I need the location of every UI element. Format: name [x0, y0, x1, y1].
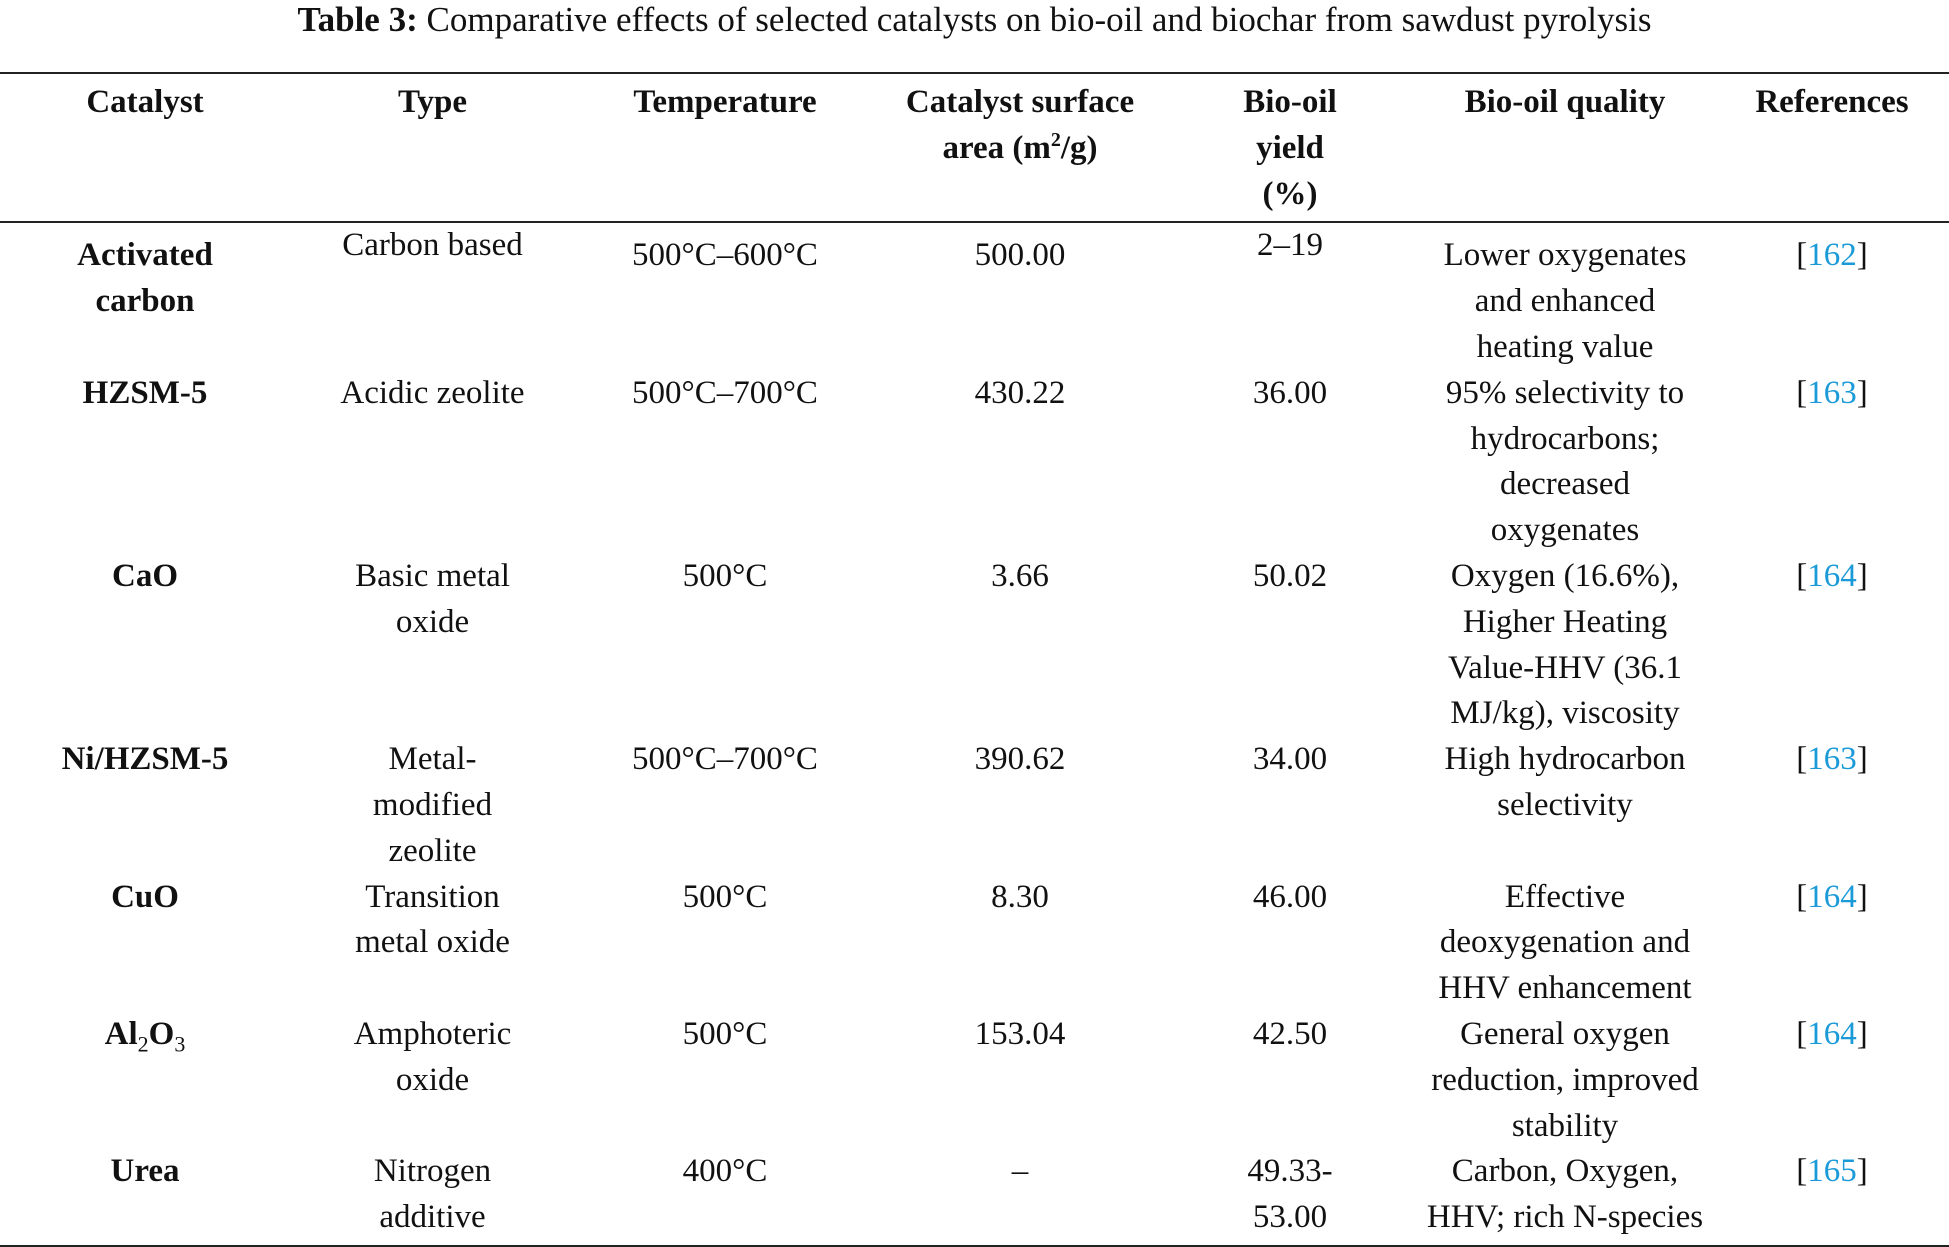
cell-quality: Lower oxygenates and enhanced heating va… — [1443, 237, 1687, 365]
formula-subscript: 3 — [174, 1031, 186, 1057]
cell-temperature: 500°C–700°C — [632, 741, 818, 778]
cell-reference: [164] — [1796, 878, 1868, 915]
cell-reference: [164] — [1796, 557, 1868, 594]
cell-reference: [163] — [1796, 374, 1868, 411]
cell-surface-area: 430.22 — [974, 374, 1066, 411]
cell-quality: 95% selectivity to hydrocarbons; decreas… — [1445, 374, 1685, 549]
cell-reference: [163] — [1796, 741, 1868, 778]
reference-link[interactable]: 164 — [1807, 557, 1857, 594]
header-area-sup: 2 — [1050, 128, 1061, 151]
cell-surface-area: 390.62 — [974, 741, 1066, 778]
formula-element: Al — [104, 1015, 138, 1052]
catalyst-table: Catalyst Type Temperature Catalyst surfa… — [0, 72, 1949, 1247]
formula-subscript: 2 — [137, 1031, 149, 1057]
table-row: CaO Basic metal oxide 500°C 3.66 50.02 Oxygen… — [0, 554, 1949, 737]
header-row: Catalyst Type Temperature Catalyst surfa… — [0, 73, 1949, 223]
cell-surface-area: 153.04 — [974, 1015, 1066, 1052]
header-temperature: Temperature — [633, 84, 817, 120]
reference-link[interactable]: 163 — [1807, 741, 1857, 778]
reference-link[interactable]: 164 — [1807, 1015, 1857, 1052]
cell-type: Metal-modified zeolite — [372, 741, 493, 869]
cell-type: Basic metal oxide — [355, 557, 510, 640]
cell-surface-area: 500.00 — [974, 237, 1066, 274]
cell-yield: 34.00 — [1252, 741, 1328, 778]
header-area-text: Catalyst surface area (m — [905, 84, 1135, 166]
cell-catalyst: Ni/HZSM-5 — [61, 741, 229, 778]
cell-yield: 46.00 — [1252, 878, 1328, 915]
header-references: References — [1755, 84, 1909, 120]
header-surface-area: Catalyst surface area (m2/g) — [875, 73, 1165, 222]
header-yield: Bio-oil yield (%) — [1243, 84, 1337, 212]
cell-surface-area: – — [1011, 1153, 1029, 1190]
cell-yield: 42.50 — [1252, 1015, 1328, 1052]
cell-surface-area: 8.30 — [991, 878, 1049, 915]
header-area-unit: /g) — [1060, 129, 1098, 166]
cell-temperature: 500°C–600°C — [632, 237, 818, 274]
table-row: Urea Nitrogen additive 400°C – 49.33-53.00 Ca… — [0, 1149, 1949, 1246]
cell-temperature: 500°C–700°C — [632, 374, 818, 411]
table-row: CuO Transition metal oxide 500°C 8.30 46.00 E… — [0, 875, 1949, 1012]
cell-type: Transition metal oxide — [355, 878, 510, 961]
cell-catalyst: CuO — [111, 878, 179, 915]
cell-catalyst: Activated carbon — [77, 237, 213, 320]
cell-catalyst: CaO — [112, 557, 178, 594]
cell-type: Carbon based — [342, 227, 523, 264]
cell-reference: [164] — [1796, 1015, 1868, 1052]
cell-temperature: 500°C — [682, 878, 768, 915]
header-type: Type — [397, 84, 468, 120]
cell-type: Nitrogen additive — [373, 1153, 492, 1236]
cell-temperature: 500°C — [682, 557, 768, 594]
cell-yield: 36.00 — [1252, 374, 1328, 411]
reference-link[interactable]: 163 — [1807, 374, 1857, 411]
cell-reference: [165] — [1796, 1153, 1868, 1190]
cell-quality: High hydrocarbon selectivity — [1444, 741, 1686, 823]
cell-surface-area: 3.66 — [991, 557, 1049, 594]
table-row: Ni/HZSM-5 Metal-modified zeolite 500°C–700… — [0, 737, 1949, 874]
cell-temperature: 400°C — [682, 1153, 768, 1190]
header-catalyst: Catalyst — [86, 84, 204, 120]
table-caption: Table 3: Comparative effects of selected… — [0, 0, 1949, 40]
caption-label: Table 3: — [297, 0, 418, 39]
table-row: Activated carbon Carbon based 500°C–600°C 5… — [0, 222, 1949, 370]
reference-link[interactable]: 162 — [1807, 237, 1857, 274]
cell-type: Acidic zeolite — [340, 374, 525, 411]
reference-link[interactable]: 165 — [1807, 1153, 1857, 1190]
cell-quality: Effective deoxygenation and HHV enhancem… — [1438, 878, 1692, 1007]
cell-quality: General oxygen reduction, improved stabi… — [1431, 1015, 1699, 1144]
header-quality: Bio-oil quality — [1464, 84, 1666, 120]
caption-text: Comparative effects of selected catalyst… — [417, 0, 1652, 39]
cell-catalyst: Urea — [110, 1153, 180, 1190]
cell-quality: Oxygen (16.6%), Higher Heating Value-HHV… — [1447, 557, 1682, 732]
table-row: Al2O3 Amphoteric oxide 500°C 153.04 42.50 Gen… — [0, 1012, 1949, 1149]
cell-catalyst: HZSM-5 — [82, 374, 208, 411]
cell-temperature: 500°C — [682, 1015, 768, 1052]
cell-yield: 50.02 — [1252, 557, 1328, 594]
cell-yield: 49.33-53.00 — [1247, 1153, 1333, 1236]
formula-element: O — [148, 1015, 175, 1052]
cell-catalyst: Al2O3 — [0, 1012, 290, 1149]
reference-link[interactable]: 164 — [1807, 878, 1857, 915]
table-row: HZSM-5 Acidic zeolite 500°C–700°C 430.22 36.… — [0, 371, 1949, 554]
cell-quality: Carbon, Oxygen, HHV; rich N-species — [1426, 1153, 1704, 1236]
cell-yield: 2–19 — [1257, 227, 1323, 264]
cell-type: Amphoteric oxide — [353, 1015, 512, 1098]
cell-reference: [162] — [1796, 237, 1868, 274]
